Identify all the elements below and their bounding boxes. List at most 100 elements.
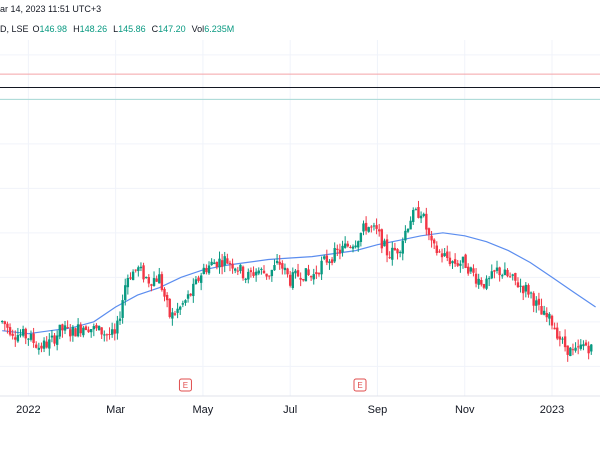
candle-body (545, 312, 548, 318)
candle-body (325, 255, 329, 263)
candle-body (6, 323, 9, 328)
candle-body (351, 246, 355, 249)
candle-body (124, 285, 127, 301)
candle-body (336, 248, 339, 250)
candle-body (84, 326, 88, 331)
candle-body (438, 251, 441, 253)
candle-body (142, 265, 145, 280)
symbol-label: D, LSE (0, 24, 29, 34)
candle-body (480, 280, 483, 285)
candle-body (414, 209, 418, 211)
earnings-icon-label: E (357, 381, 362, 390)
candle-body (275, 260, 279, 263)
candle-body (90, 329, 93, 333)
candle-body (482, 284, 486, 288)
candle-body (11, 333, 14, 336)
candle-body (304, 268, 308, 282)
ohlc-low-label: L (113, 24, 119, 34)
candle-body (260, 268, 263, 270)
candle-body (163, 288, 166, 297)
candle-body (32, 333, 35, 343)
candle-body (165, 294, 169, 301)
candle-body (380, 229, 384, 249)
horizontal-lines (0, 73, 600, 100)
candle-body (485, 278, 488, 289)
moving-average-layer (2, 232, 596, 335)
candle-body (213, 262, 216, 265)
candle-body (137, 267, 140, 272)
candle-body (40, 345, 43, 349)
candle-body (474, 273, 478, 284)
candle-body (37, 347, 41, 350)
candle-body (561, 338, 564, 340)
candle-body (226, 258, 229, 264)
candle-body (576, 346, 580, 348)
candle-body (401, 240, 404, 254)
candle-body (215, 262, 219, 268)
candle-body (121, 300, 124, 318)
candle-body (370, 226, 373, 228)
candle-body (333, 248, 336, 262)
candle-body (487, 278, 491, 280)
candle-body (131, 271, 135, 281)
candle-body (150, 284, 153, 286)
ohlc-close-value: 147.20 (158, 24, 186, 34)
candle-body (299, 277, 302, 280)
candle-body (558, 336, 562, 340)
candle-body (446, 251, 449, 258)
candle-body (383, 240, 386, 247)
candle-body (87, 329, 90, 333)
candle-body (273, 265, 276, 271)
candle-body (323, 256, 326, 259)
candle-body (205, 267, 208, 273)
earnings-icon-box (178, 378, 192, 392)
candle-body (118, 318, 122, 321)
candle-body (210, 261, 213, 266)
ohlc-open-value: 146.98 (39, 24, 68, 34)
candle-body (422, 213, 425, 217)
candle-body (158, 274, 161, 284)
candle-body (76, 324, 80, 337)
candle-body (179, 306, 182, 310)
candle-body (409, 220, 412, 230)
candle-body (160, 274, 164, 290)
candle-body (63, 325, 67, 331)
candle-body (378, 229, 381, 232)
candle-body (451, 261, 454, 264)
candle-body (176, 308, 179, 313)
candle-body (385, 239, 389, 256)
candle-body (74, 328, 77, 337)
ohlc-high-value: 148.26 (79, 24, 108, 34)
x-tick-label: Nov (455, 404, 475, 416)
ohlc-open-label: O (32, 24, 40, 34)
x-axis: 2022 Mar May Jul Sep Nov 2023 (0, 395, 600, 416)
earnings-icon[interactable]: E (178, 378, 192, 392)
candle-body (129, 277, 132, 279)
candle-body (330, 259, 334, 263)
candle-body (236, 270, 240, 272)
candle-body (35, 344, 38, 348)
candle-body (234, 268, 237, 271)
candle-body (435, 245, 438, 254)
candle-body (432, 239, 436, 244)
candle-body (231, 263, 234, 269)
candle-body (459, 263, 462, 266)
candle-body (529, 292, 533, 294)
candle-body (192, 283, 195, 297)
candle-body (419, 215, 423, 219)
candle-body (194, 279, 198, 285)
candle-body (312, 274, 315, 280)
candle-body (296, 270, 300, 277)
candle-body (309, 276, 313, 278)
earnings-icon[interactable]: E (353, 378, 367, 392)
candle-body (116, 320, 119, 334)
candle-body (244, 278, 247, 281)
candle-body (511, 274, 514, 276)
candle-body (571, 349, 575, 351)
candle-body (53, 335, 56, 344)
candle-body (550, 315, 554, 326)
candle-body (288, 274, 292, 286)
candle-body (553, 327, 556, 330)
